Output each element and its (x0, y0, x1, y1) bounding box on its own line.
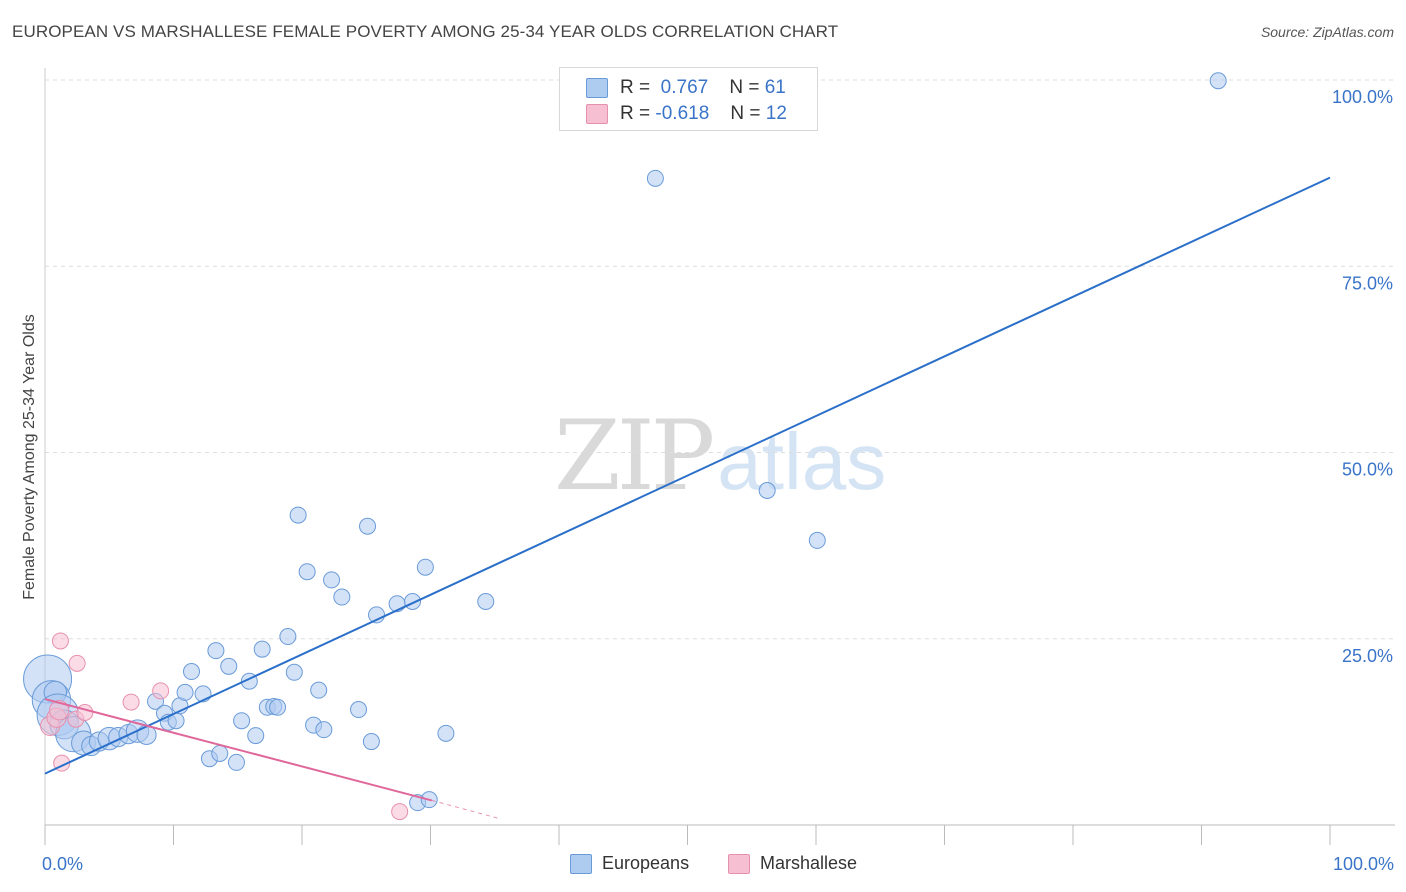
europeans-point (176, 683, 194, 701)
marshallese-point (49, 700, 70, 721)
europeans-point (350, 701, 368, 719)
marshallese-point (68, 654, 86, 672)
marshallese-swatch (586, 104, 608, 124)
marshallese-trendline (44, 698, 433, 802)
marshallese-point (152, 682, 170, 700)
marshallese-point (391, 803, 409, 821)
europeans-point (269, 698, 287, 716)
marshallese-point (51, 632, 69, 650)
europeans-point (310, 681, 328, 699)
europeans-trendline (44, 176, 1331, 775)
europeans-point (323, 571, 341, 589)
europeans-point (227, 753, 245, 771)
europeans-swatch (570, 854, 592, 874)
series-legend: Europeans Marshallese (0, 852, 1406, 876)
europeans-point (289, 506, 307, 524)
europeans-point (1209, 72, 1227, 90)
europeans-point (315, 721, 333, 739)
watermark: ZIPatlas (554, 400, 886, 512)
legend-r-label: R = (620, 77, 651, 98)
europeans-point (233, 712, 251, 730)
europeans-point (285, 663, 303, 681)
correlation-legend: R = 0.767 N = 61 R = -0.618 N = 12 (559, 67, 818, 131)
europeans-point (247, 727, 265, 745)
europeans-point (646, 169, 664, 187)
europeans-point (808, 531, 826, 549)
europeans-point (211, 744, 229, 762)
legend-n-label: N = (730, 103, 761, 124)
europeans-swatch (586, 78, 608, 98)
x-tick-label: 100.0% (1333, 854, 1394, 874)
y-tick-label: 75.0% (1342, 273, 1393, 293)
legend-r-value-europeans: 0.767 (660, 77, 709, 98)
watermark-atlas: atlas (717, 417, 887, 506)
chart-title: EUROPEAN VS MARSHALLESE FEMALE POVERTY A… (12, 22, 839, 41)
y-tick-label: 100.0% (1332, 87, 1393, 107)
x-tick-label: 0.0% (42, 854, 83, 874)
y-tick-label: 50.0% (1342, 460, 1393, 480)
watermark-zip: ZIP (554, 400, 715, 512)
y-tick-label: 25.0% (1342, 646, 1393, 666)
legend-n-value-europeans: 61 (764, 77, 786, 98)
marshallese-point (122, 693, 140, 711)
europeans-point (220, 657, 238, 675)
europeans-point (207, 642, 225, 660)
marshallese-swatch (728, 854, 750, 874)
europeans-point (758, 481, 776, 499)
legend-n-label: N = (729, 77, 760, 98)
legend-label-marshallese: Marshallese (760, 853, 858, 873)
europeans-point (333, 588, 351, 606)
source-label[interactable]: Source: ZipAtlas.com (1260, 24, 1394, 40)
legend-r-value-marshallese: -0.618 (655, 103, 710, 124)
legend-r-label: R = (620, 103, 651, 124)
europeans-point (362, 733, 380, 751)
marshallese-point (76, 704, 94, 722)
europeans-point (437, 724, 455, 742)
marshallese-trendline-extension (431, 799, 502, 820)
europeans-point (253, 640, 271, 658)
europeans-point (477, 593, 495, 610)
europeans-point (416, 558, 434, 576)
europeans-point (182, 663, 200, 681)
legend-label-europeans: Europeans (602, 853, 690, 873)
legend-n-value-marshallese: 12 (765, 103, 787, 124)
europeans-point (279, 628, 297, 646)
europeans-point (359, 517, 377, 535)
y-axis-label: Female Poverty Among 25-34 Year Olds (21, 314, 38, 600)
europeans-point (298, 563, 316, 581)
